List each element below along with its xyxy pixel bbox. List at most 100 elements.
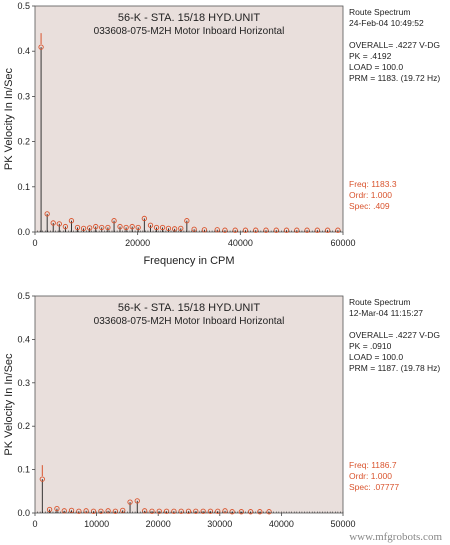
harmonic-marker [185, 508, 192, 514]
y-tick-label: 0.3 [17, 91, 30, 101]
info-line: 12-Mar-04 11:15:27 [349, 308, 423, 318]
harmonic-marker [163, 508, 170, 514]
harmonic-marker [98, 508, 104, 514]
harmonic-marker [87, 225, 93, 231]
harmonic-marker [99, 224, 105, 231]
y-axis-label: PK Velocity In In/Sec [3, 353, 15, 456]
x-tick-label: 60000 [330, 238, 355, 248]
harmonic-marker [120, 507, 126, 514]
spectrum-chart-top: 56-K - STA. 15/18 HYD.UNIT 033608-075-M2H… [3, 1, 440, 267]
spectrum-chart-bottom: 56-K - STA. 15/18 HYD.UNIT 033608-075-M2H… [3, 291, 440, 529]
harmonic-marker [222, 227, 228, 233]
spectrum-series [37, 33, 341, 233]
harmonic-marker [83, 508, 89, 514]
harmonic-marker [200, 508, 206, 514]
y-tick-label: 0.4 [17, 334, 30, 344]
x-tick-label: 0 [32, 238, 37, 248]
y-axis-label: PK Velocity In In/Sec [3, 67, 15, 170]
harmonic-marker [178, 508, 184, 514]
harmonic-marker [242, 227, 249, 233]
harmonic-marker [111, 218, 117, 224]
harmonic-marker [314, 227, 320, 233]
harmonic-marker [222, 508, 228, 514]
y-tick-label: 0.2 [17, 137, 30, 147]
cursor-annotation: Ordr: 1.000 [349, 471, 392, 481]
harmonic-marker [232, 227, 238, 233]
x-tick-label: 40000 [228, 238, 253, 248]
info-line: OVERALL= .4227 V-DG [349, 330, 440, 340]
info-line: OVERALL= .4227 V-DG [349, 40, 440, 50]
x-tick-label: 20000 [146, 519, 171, 529]
harmonic-marker [135, 224, 141, 231]
x-tick-label: 40000 [269, 519, 294, 529]
harmonic-marker [273, 227, 279, 233]
harmonic-marker [159, 224, 166, 231]
y-tick-label: 0.2 [17, 421, 30, 431]
harmonic-marker [238, 509, 245, 515]
cursor-annotation: Freq: 1186.7 [349, 460, 397, 470]
info-line: PK = .0910 [349, 341, 392, 351]
harmonic-marker [294, 227, 300, 233]
plot-area [34, 5, 344, 233]
harmonic-marker [147, 222, 154, 228]
x-tick-label: 0 [32, 519, 37, 529]
info-line: PK = .4192 [349, 51, 392, 61]
harmonic-marker [215, 508, 221, 514]
info-line: Route Spectrum [349, 297, 410, 307]
harmonic-marker [134, 498, 140, 504]
harmonic-marker [56, 221, 62, 227]
info-line: Route Spectrum [349, 7, 410, 17]
harmonic-marker [127, 499, 133, 505]
harmonic-marker [50, 220, 56, 226]
harmonic-marker [38, 44, 44, 50]
x-tick-label: 30000 [207, 519, 232, 529]
harmonic-marker [335, 227, 341, 233]
harmonic-marker [184, 218, 190, 224]
cursor-annotation: Freq: 1183.3 [349, 179, 397, 189]
harmonic-marker [117, 223, 123, 230]
harmonic-marker [90, 508, 97, 514]
watermark: www.mfgrobots.com [349, 531, 442, 543]
info-line: PRM = 1183. (19.72 Hz) [349, 73, 440, 83]
harmonic-marker [193, 508, 199, 514]
harmonic-marker [141, 215, 147, 222]
harmonic-marker [54, 506, 60, 512]
harmonic-marker [171, 226, 178, 232]
harmonic-marker [62, 223, 69, 230]
x-tick-label: 10000 [84, 519, 109, 529]
harmonic-marker [263, 227, 269, 233]
info-line: PRM = 1187. (19.78 Hz) [349, 363, 440, 373]
harmonic-marker [129, 223, 135, 230]
harmonic-marker [324, 227, 331, 233]
chart-title: 56-K - STA. 15/18 HYD.UNIT [118, 12, 261, 24]
harmonic-marker [105, 508, 111, 514]
harmonic-marker [74, 224, 81, 231]
harmonic-marker [46, 506, 53, 513]
harmonic-marker [44, 211, 50, 217]
y-tick-label: 0.0 [17, 227, 30, 237]
harmonic-marker [112, 508, 119, 514]
plot-area [34, 295, 344, 514]
harmonic-marker [149, 508, 155, 514]
y-tick-label: 0.5 [17, 1, 30, 11]
harmonic-marker [156, 508, 162, 514]
harmonic-marker [123, 224, 129, 231]
harmonic-marker [171, 508, 177, 514]
chart-title: 56-K - STA. 15/18 HYD.UNIT [118, 302, 261, 314]
harmonic-marker [247, 509, 254, 515]
x-axis-label: Frequency in CPM [143, 255, 234, 267]
harmonic-marker [39, 476, 45, 482]
cursor-annotation: Spec: .409 [349, 201, 390, 211]
y-tick-label: 0.4 [17, 46, 30, 56]
info-line: 24-Feb-04 10:49:52 [349, 18, 424, 28]
harmonic-marker [153, 224, 160, 231]
harmonic-marker [141, 508, 148, 514]
y-tick-label: 0.5 [17, 291, 30, 301]
harmonic-marker [93, 223, 99, 230]
harmonic-marker [253, 227, 259, 233]
harmonic-marker [304, 227, 310, 233]
info-line: LOAD = 100.0 [349, 352, 403, 362]
x-tick-label: 50000 [330, 519, 355, 529]
harmonic-marker [68, 507, 75, 514]
harmonic-marker [207, 508, 214, 514]
